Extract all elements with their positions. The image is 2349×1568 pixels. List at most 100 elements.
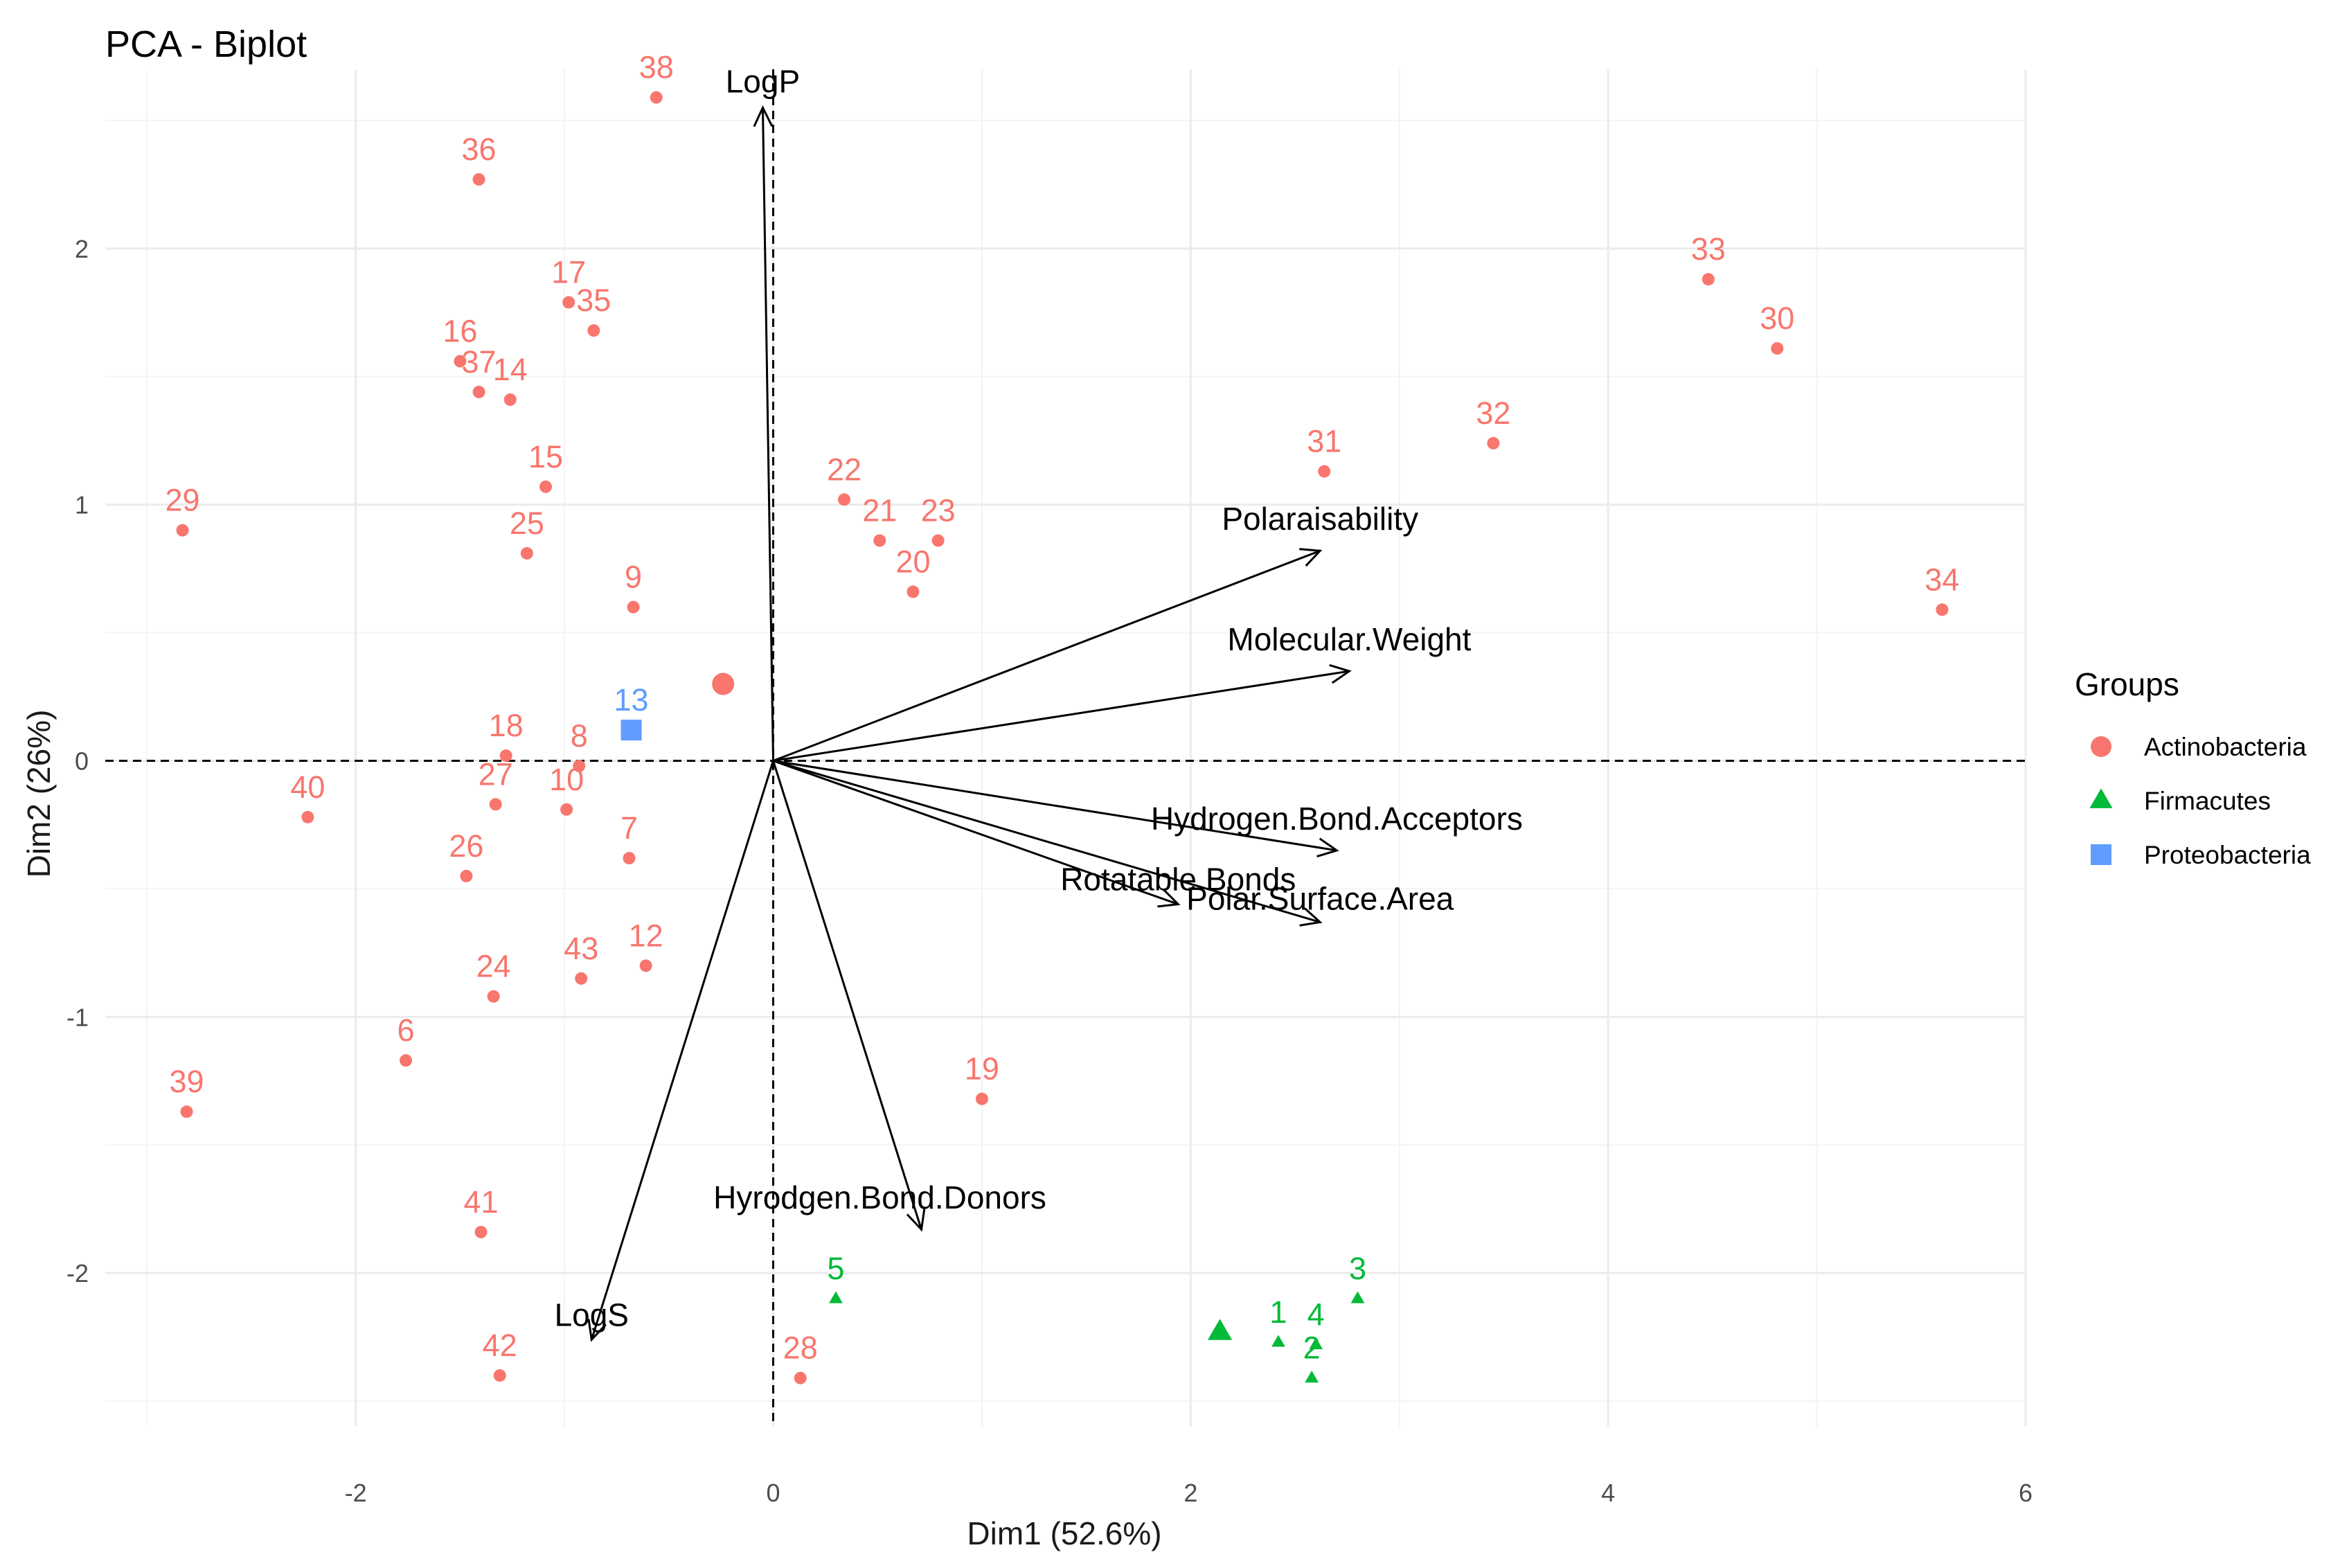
data-point-label: 39	[170, 1064, 204, 1099]
data-point-label: 20	[895, 544, 930, 579]
data-point	[838, 493, 851, 506]
data-point-label: 5	[827, 1251, 844, 1286]
data-point-label: 24	[476, 949, 511, 984]
variable-arrow-line	[773, 760, 1179, 905]
data-point	[474, 1225, 488, 1238]
variable-label: LogS	[555, 1297, 629, 1333]
data-point	[1936, 603, 1949, 616]
y-axis-title: Dim2 (26%)	[21, 710, 57, 878]
data-point-label: 31	[1307, 424, 1341, 459]
data-point	[301, 810, 314, 823]
data-point	[1487, 436, 1500, 449]
data-point-label: 3	[1349, 1251, 1366, 1286]
variable-arrow-line	[761, 107, 775, 761]
data-point	[176, 524, 189, 537]
variable-arrow-head	[906, 1209, 926, 1232]
variable-label: Polaraisability	[1222, 501, 1418, 537]
legend-key	[2091, 844, 2111, 865]
data-point-label: 38	[639, 50, 674, 85]
data-point-label: 17	[551, 255, 586, 290]
legend: Groups Actinobacteria Firmacutes Proteobact…	[2075, 666, 2311, 869]
variable-arrow-line	[773, 760, 1321, 923]
y-tick-label: -1	[66, 1003, 89, 1031]
data-point	[520, 546, 533, 560]
data-point	[575, 972, 588, 985]
data-point-label: 33	[1691, 231, 1726, 267]
data-point-label: 29	[165, 483, 199, 518]
variable-label: Hydrogen.Bond.Acceptors	[1151, 801, 1523, 837]
data-point	[975, 1092, 988, 1105]
data-point	[906, 585, 920, 598]
data-point	[1350, 1291, 1365, 1303]
data-point	[562, 296, 575, 309]
data-point	[931, 534, 945, 547]
x-tick-label: 0	[767, 1479, 780, 1507]
data-point-label: 43	[564, 931, 598, 966]
data-point	[627, 600, 640, 614]
chart-title: PCA - Biplot	[105, 24, 307, 65]
variable-arrow-head	[1299, 907, 1323, 927]
data-point-label: 12	[629, 918, 663, 953]
legend-label: Proteobacteria	[2144, 841, 2311, 869]
data-point-label: 21	[862, 492, 897, 528]
variable-arrow-head	[587, 1319, 607, 1342]
data-point-label: 22	[827, 452, 861, 487]
legend-key	[2089, 788, 2113, 808]
data-point	[573, 759, 586, 772]
y-tick-label: 1	[75, 491, 89, 519]
data-point-label: 34	[1924, 562, 1959, 597]
data-point	[1305, 1371, 1319, 1383]
y-tick-label: 0	[75, 747, 89, 775]
variable-arrow-head	[1329, 663, 1352, 684]
data-point-label: 2	[1303, 1330, 1321, 1366]
data-point	[472, 173, 485, 186]
data-point-label: 14	[493, 352, 528, 387]
group-centroid	[1207, 1319, 1233, 1340]
data-point	[620, 720, 642, 741]
data-point-label: 28	[783, 1330, 818, 1366]
variable-label: Molecular.Weight	[1227, 621, 1471, 657]
variable-arrow-head	[1316, 837, 1339, 857]
data-point-label: 4	[1307, 1297, 1325, 1333]
variable-arrow-line	[773, 670, 1350, 762]
data-point-label: 13	[614, 682, 649, 718]
data-point-label: 8	[571, 718, 588, 754]
data-point	[873, 534, 886, 547]
y-tick-label: -2	[66, 1259, 89, 1288]
data-point-label: 16	[443, 314, 477, 349]
data-point	[454, 355, 467, 368]
variable-label: Hyrodgen.Bond.Donors	[713, 1179, 1046, 1215]
variable-arrow-line	[772, 549, 1321, 762]
data-point-label: 42	[483, 1328, 517, 1363]
data-point	[1271, 1335, 1285, 1347]
data-point	[493, 1369, 506, 1382]
x-tick-label: -2	[345, 1479, 367, 1507]
data-point	[400, 1054, 413, 1067]
variable-arrow-line	[590, 760, 774, 1340]
variable-arrows: LogP Polaraisability Molecular.Weight Hydro…	[555, 63, 1523, 1342]
legend-label: Actinobacteria	[2144, 733, 2307, 761]
legend-label: Firmacutes	[2144, 787, 2271, 815]
data-point-label: 23	[921, 492, 956, 528]
variable-arrow-head	[753, 105, 774, 127]
data-point	[1771, 342, 1784, 355]
data-point-label: 10	[549, 762, 584, 797]
x-axis-title: Dim1 (52.6%)	[967, 1515, 1161, 1551]
x-tick-label: 6	[2019, 1479, 2033, 1507]
variable-arrow-head	[1299, 548, 1323, 567]
data-point-label: 18	[489, 708, 524, 743]
data-point-label: 35	[576, 283, 611, 318]
data-point	[1702, 273, 1715, 286]
legend-key	[2091, 736, 2111, 757]
data-point-label: 41	[464, 1184, 499, 1220]
data-point-label: 30	[1760, 301, 1794, 336]
data-point	[639, 959, 652, 972]
y-tick-label: 2	[75, 235, 89, 263]
data-point-label: 19	[965, 1051, 999, 1087]
data-point	[1309, 1337, 1323, 1350]
data-point-label: 26	[449, 828, 483, 864]
data-point	[499, 749, 512, 763]
variable-arrow-head	[1157, 889, 1181, 908]
